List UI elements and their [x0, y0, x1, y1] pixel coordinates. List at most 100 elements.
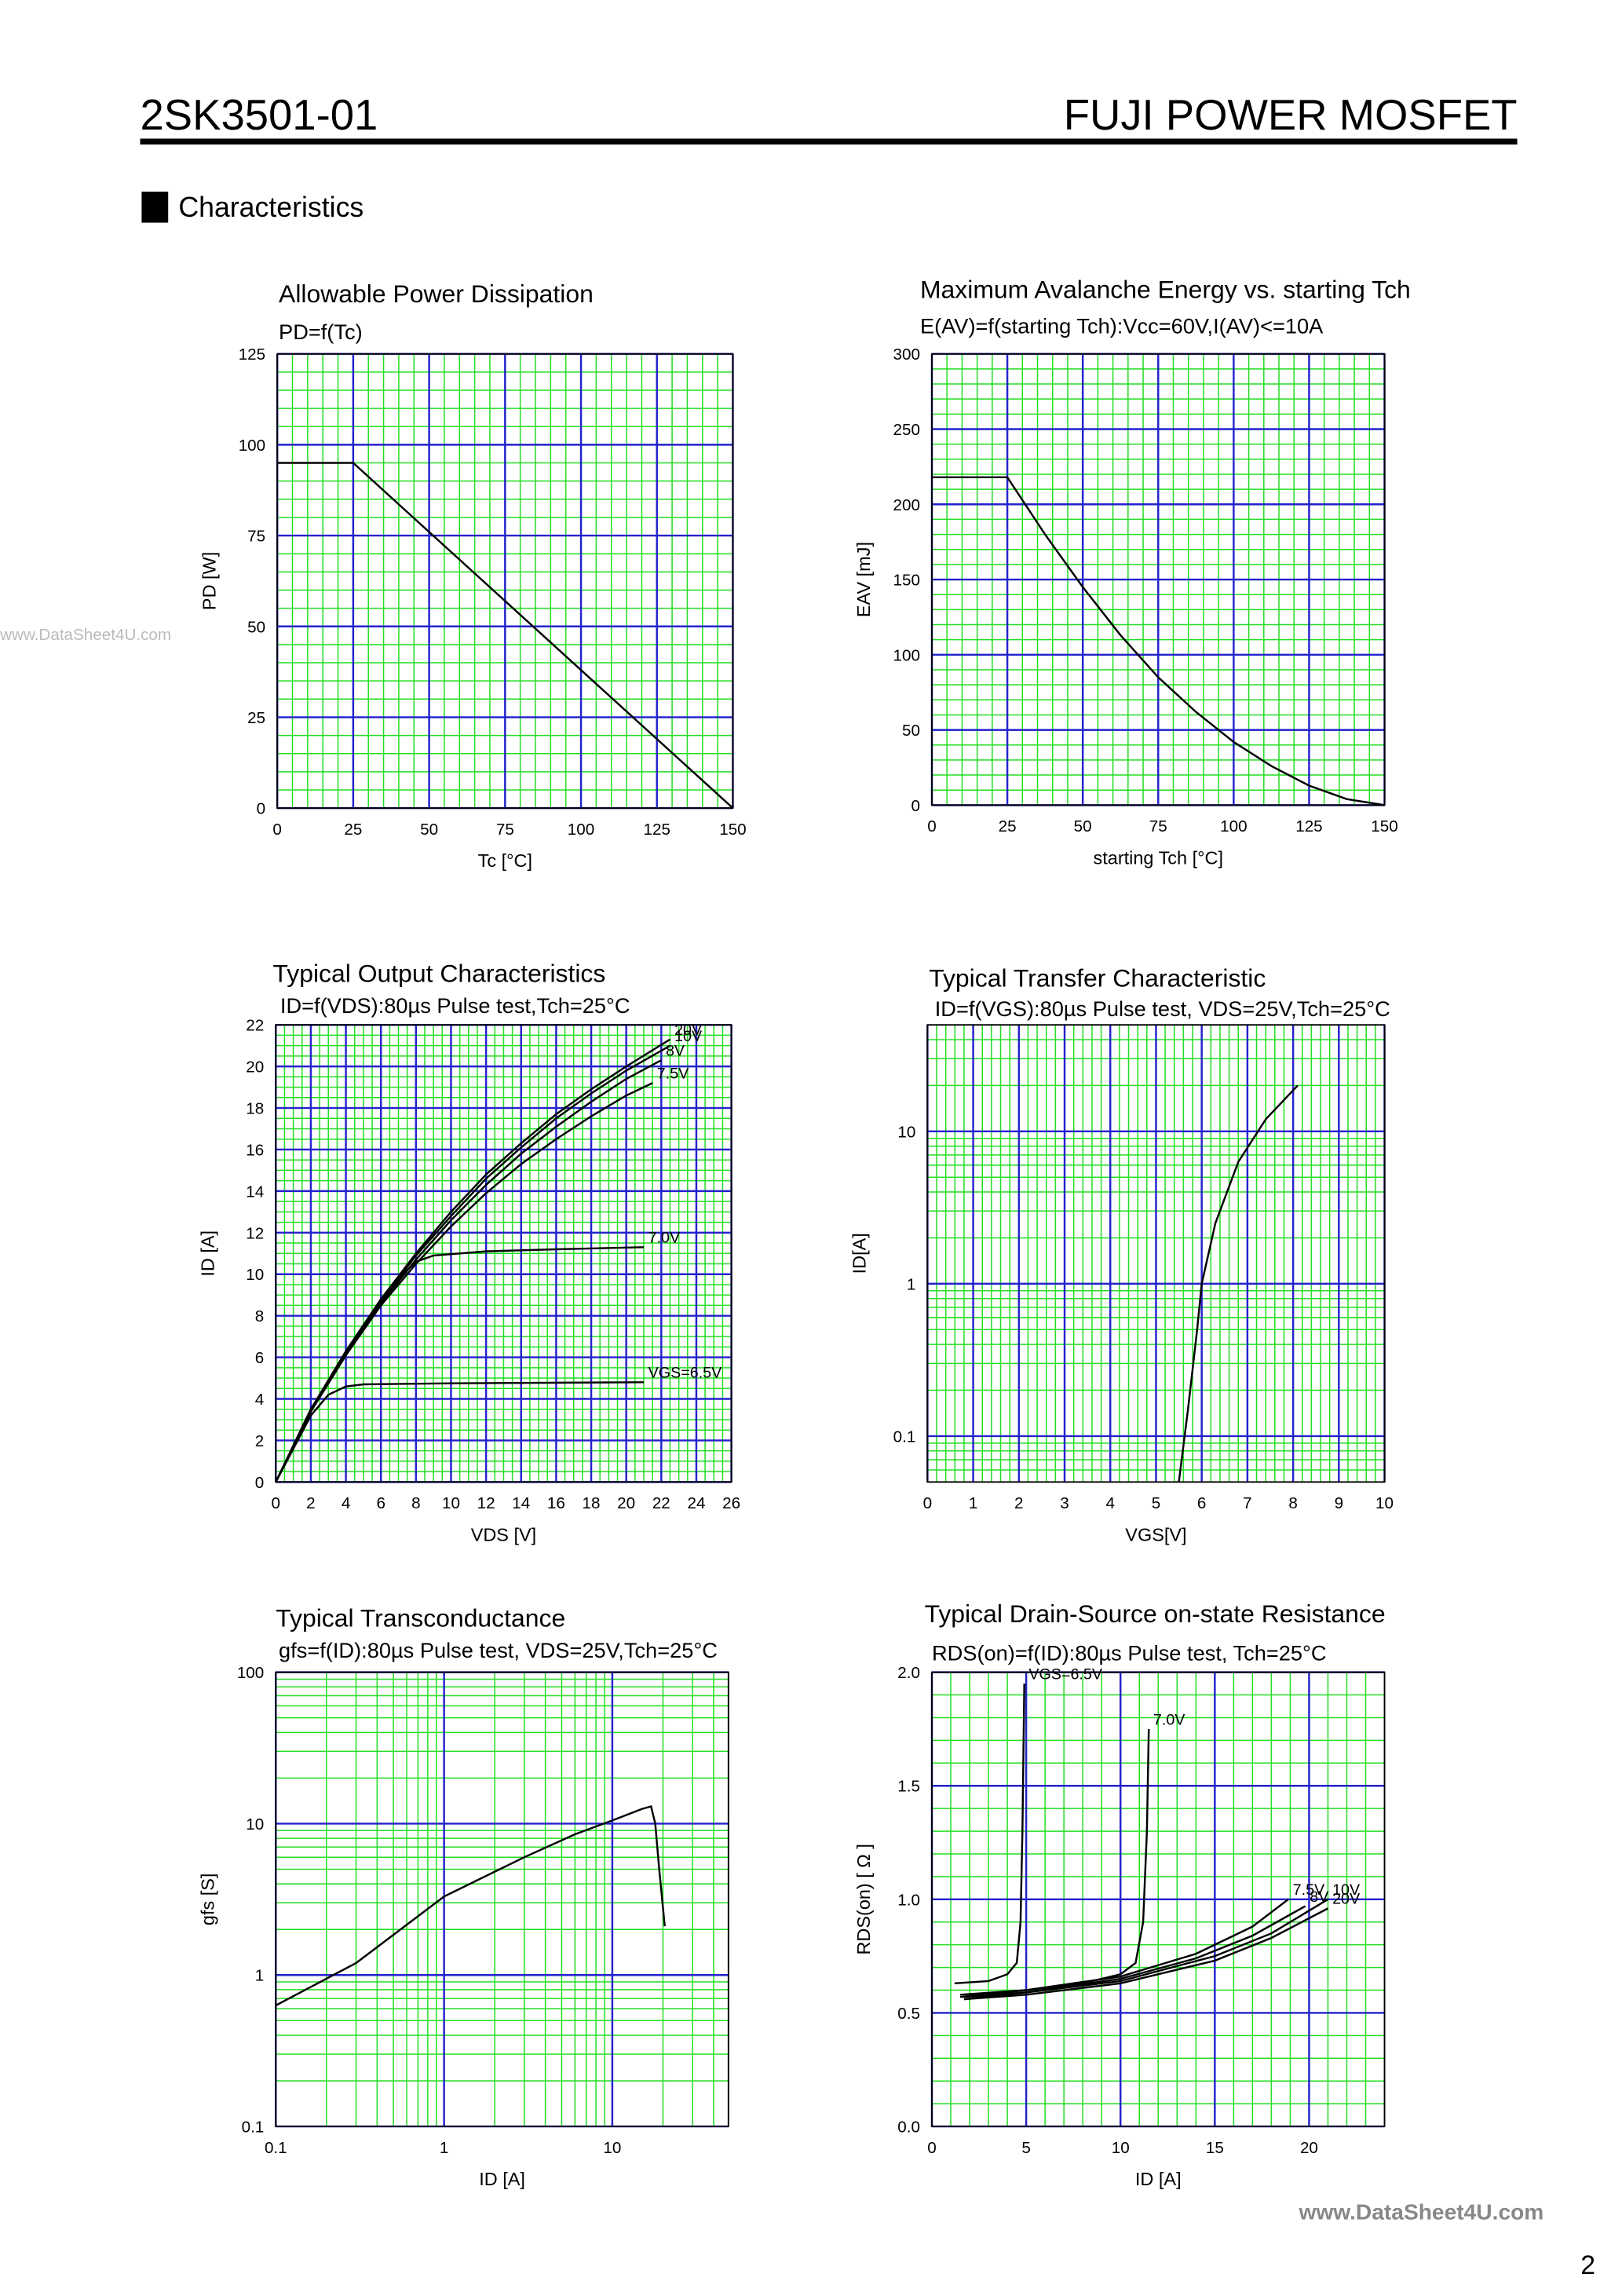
y-tick-label: 150	[893, 572, 920, 590]
x-tick-label: 25	[344, 821, 362, 839]
x-tick-label: 20	[1300, 2139, 1318, 2157]
chart-subtitle: E(AV)=f(starting Tch):Vcc=60V,I(AV)<=10A	[920, 313, 1324, 338]
y-tick-label: 1	[907, 1275, 915, 1293]
x-tick-label: 7	[1243, 1494, 1251, 1512]
y-tick-label: 250	[893, 421, 920, 439]
y-tick-label: 100	[239, 437, 265, 455]
chart-title: Allowable Power Dissipation	[279, 280, 594, 308]
y-tick-label: 0	[911, 797, 919, 815]
data-line	[275, 1381, 645, 1483]
data-line	[275, 1804, 666, 2006]
x-axis-label: ID [A]	[1135, 2169, 1182, 2189]
chart-title: Typical Drain-Source on-state Resistance	[925, 1600, 1386, 1628]
y-tick-label: 2	[255, 1432, 264, 1450]
series-label: 10V	[674, 1028, 703, 1045]
y-tick-label: 1.0	[897, 1891, 920, 1909]
y-tick-label: 10	[897, 1123, 915, 1141]
series-label: 7.5V	[1293, 1881, 1325, 1899]
y-axis-label: ID [A]	[197, 1230, 217, 1277]
x-tick-label: 12	[477, 1494, 495, 1512]
x-tick-label: 20	[617, 1494, 635, 1512]
x-axis-label: Tc [°C]	[478, 850, 532, 871]
y-tick-label: 20	[246, 1058, 264, 1077]
y-tick-label: 100	[893, 646, 920, 664]
chart: 0 25 50 75 100 125 150 0 50 100 150 200 250 300 Maximu…	[853, 275, 1411, 868]
plot-frame	[275, 1024, 732, 1483]
data-line	[959, 1898, 1289, 1998]
x-tick-label: 6	[1197, 1494, 1206, 1512]
plot-frame	[931, 353, 1386, 806]
header-rule	[140, 138, 1518, 145]
y-tick-label: 10	[246, 1266, 264, 1284]
x-tick-label: 50	[420, 821, 438, 839]
series-label: 7.0V	[648, 1230, 681, 1247]
x-tick-label: 4	[342, 1494, 350, 1512]
chart: 0 5 10 15 20 0.0 0.5 1.0 1.5 2.0 Typical Drain-Sou…	[853, 1600, 1385, 2189]
x-tick-label: 125	[1295, 817, 1322, 835]
x-tick-label: 9	[1335, 1494, 1343, 1512]
y-tick-label: 10	[246, 1815, 264, 1834]
watermark: www.DataSheet4U.com	[1298, 2199, 1543, 2224]
series-label: 8V	[666, 1043, 685, 1060]
x-tick-label: 4	[1105, 1494, 1114, 1512]
x-tick-label: 10	[1112, 2139, 1130, 2157]
x-tick-label: 100	[568, 821, 594, 839]
series-label: 20V	[674, 1022, 703, 1039]
y-axis-label: RDS(on) [ Ω ]	[853, 1844, 874, 1954]
y-tick-label: 8	[255, 1307, 264, 1325]
page-number: 2	[1580, 2250, 1595, 2280]
chart-subtitle: gfs=f(ID):80µs Pulse test, VDS=25V,Tch=2…	[279, 1638, 718, 1662]
data-line	[954, 1684, 1025, 1985]
plot-frame	[926, 1024, 1386, 1483]
y-tick-label: 16	[246, 1141, 264, 1159]
x-tick-label: 26	[722, 1494, 740, 1512]
x-tick-label: 150	[719, 821, 746, 839]
plot-frame	[931, 1671, 1386, 2127]
y-tick-label: 100	[237, 1664, 264, 1682]
x-axis-label: starting Tch [°C]	[1094, 847, 1223, 868]
y-tick-label: 0.1	[893, 1428, 916, 1446]
x-axis-label: VDS [V]	[471, 1524, 536, 1545]
x-tick-label: 5	[1152, 1494, 1160, 1512]
x-tick-label: 0	[927, 2139, 936, 2157]
x-tick-label: 24	[687, 1494, 705, 1512]
y-tick-label: 4	[255, 1391, 264, 1409]
x-tick-label: 1	[440, 2139, 448, 2157]
plot-frame	[275, 1671, 729, 2127]
data-line	[931, 476, 1385, 806]
series-label: 7.5V	[657, 1066, 689, 1083]
y-tick-label: 300	[893, 345, 920, 364]
x-tick-label: 22	[652, 1494, 670, 1512]
x-axis-label: ID [A]	[479, 2169, 525, 2189]
data-line	[963, 1898, 1329, 1998]
x-tick-label: 0	[923, 1494, 932, 1512]
x-axis-label: VGS[V]	[1125, 1524, 1186, 1545]
y-tick-label: 0.0	[897, 2119, 920, 2137]
x-tick-label: 5	[1021, 2139, 1030, 2157]
series-label: VGS=6.5V	[1028, 1665, 1103, 1683]
series-label: 7.0V	[1153, 1711, 1185, 1728]
y-tick-label: 22	[246, 1017, 264, 1035]
x-tick-label: 100	[1220, 817, 1247, 835]
x-tick-label: 10	[1375, 1494, 1394, 1512]
y-tick-label: 25	[247, 709, 265, 727]
x-tick-label: 0	[272, 821, 281, 839]
chart-title: Typical Output Characteristics	[273, 960, 606, 988]
brand-title: FUJI POWER MOSFET	[1064, 91, 1518, 139]
y-tick-label: 6	[255, 1349, 264, 1367]
y-tick-label: 0.5	[897, 2005, 920, 2023]
part-number: 2SK3501-01	[141, 91, 378, 139]
y-axis-label: ID[A]	[849, 1233, 869, 1274]
series-label: 8V	[1310, 1888, 1329, 1906]
series-label: 20V	[1332, 1891, 1361, 1908]
chart-subtitle: ID=f(VDS):80µs Pulse test,Tch=25°C	[280, 993, 630, 1018]
chart: 0.1 1 10 0.1 1 10 100 Typical Transconductance g…	[197, 1603, 729, 2189]
x-tick-label: 0	[927, 817, 936, 835]
plot-frame	[276, 353, 734, 810]
chart-title: Typical Transfer Characteristic	[929, 963, 1266, 992]
x-tick-label: 75	[1149, 817, 1167, 835]
x-tick-label: 25	[999, 817, 1017, 835]
y-tick-label: 0	[257, 800, 265, 818]
section-title: Characteristics	[178, 192, 363, 223]
